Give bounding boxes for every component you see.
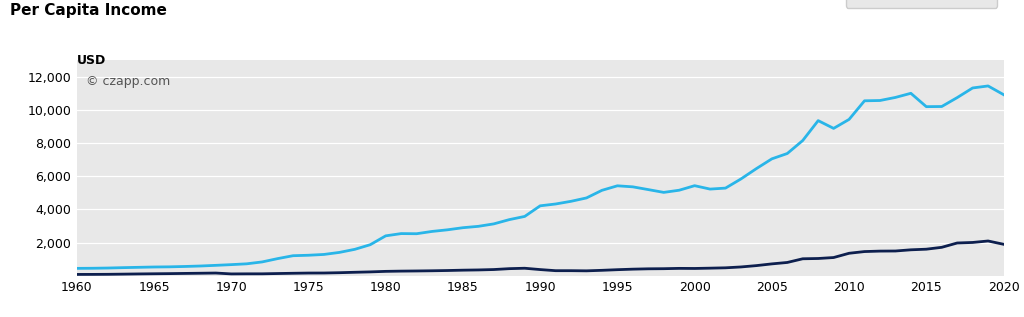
World bbox=[982, 84, 994, 88]
India bbox=[997, 243, 1010, 246]
World bbox=[256, 260, 268, 264]
Line: World: World bbox=[77, 86, 1004, 268]
World bbox=[287, 254, 299, 258]
World bbox=[71, 267, 83, 270]
India bbox=[256, 272, 268, 276]
India bbox=[71, 273, 83, 276]
Text: © czapp.com: © czapp.com bbox=[86, 75, 170, 88]
Legend: India, World: India, World bbox=[846, 0, 997, 8]
India bbox=[287, 271, 299, 275]
Text: Per Capita Income: Per Capita Income bbox=[10, 3, 167, 18]
India bbox=[565, 269, 578, 273]
India bbox=[395, 269, 408, 273]
World bbox=[997, 93, 1010, 96]
Line: India: India bbox=[77, 241, 1004, 275]
World bbox=[873, 99, 886, 102]
India bbox=[982, 239, 994, 243]
India bbox=[627, 267, 639, 271]
World bbox=[627, 185, 639, 189]
World bbox=[395, 232, 408, 236]
World bbox=[565, 199, 578, 203]
Text: USD: USD bbox=[77, 54, 106, 67]
India bbox=[873, 249, 886, 253]
